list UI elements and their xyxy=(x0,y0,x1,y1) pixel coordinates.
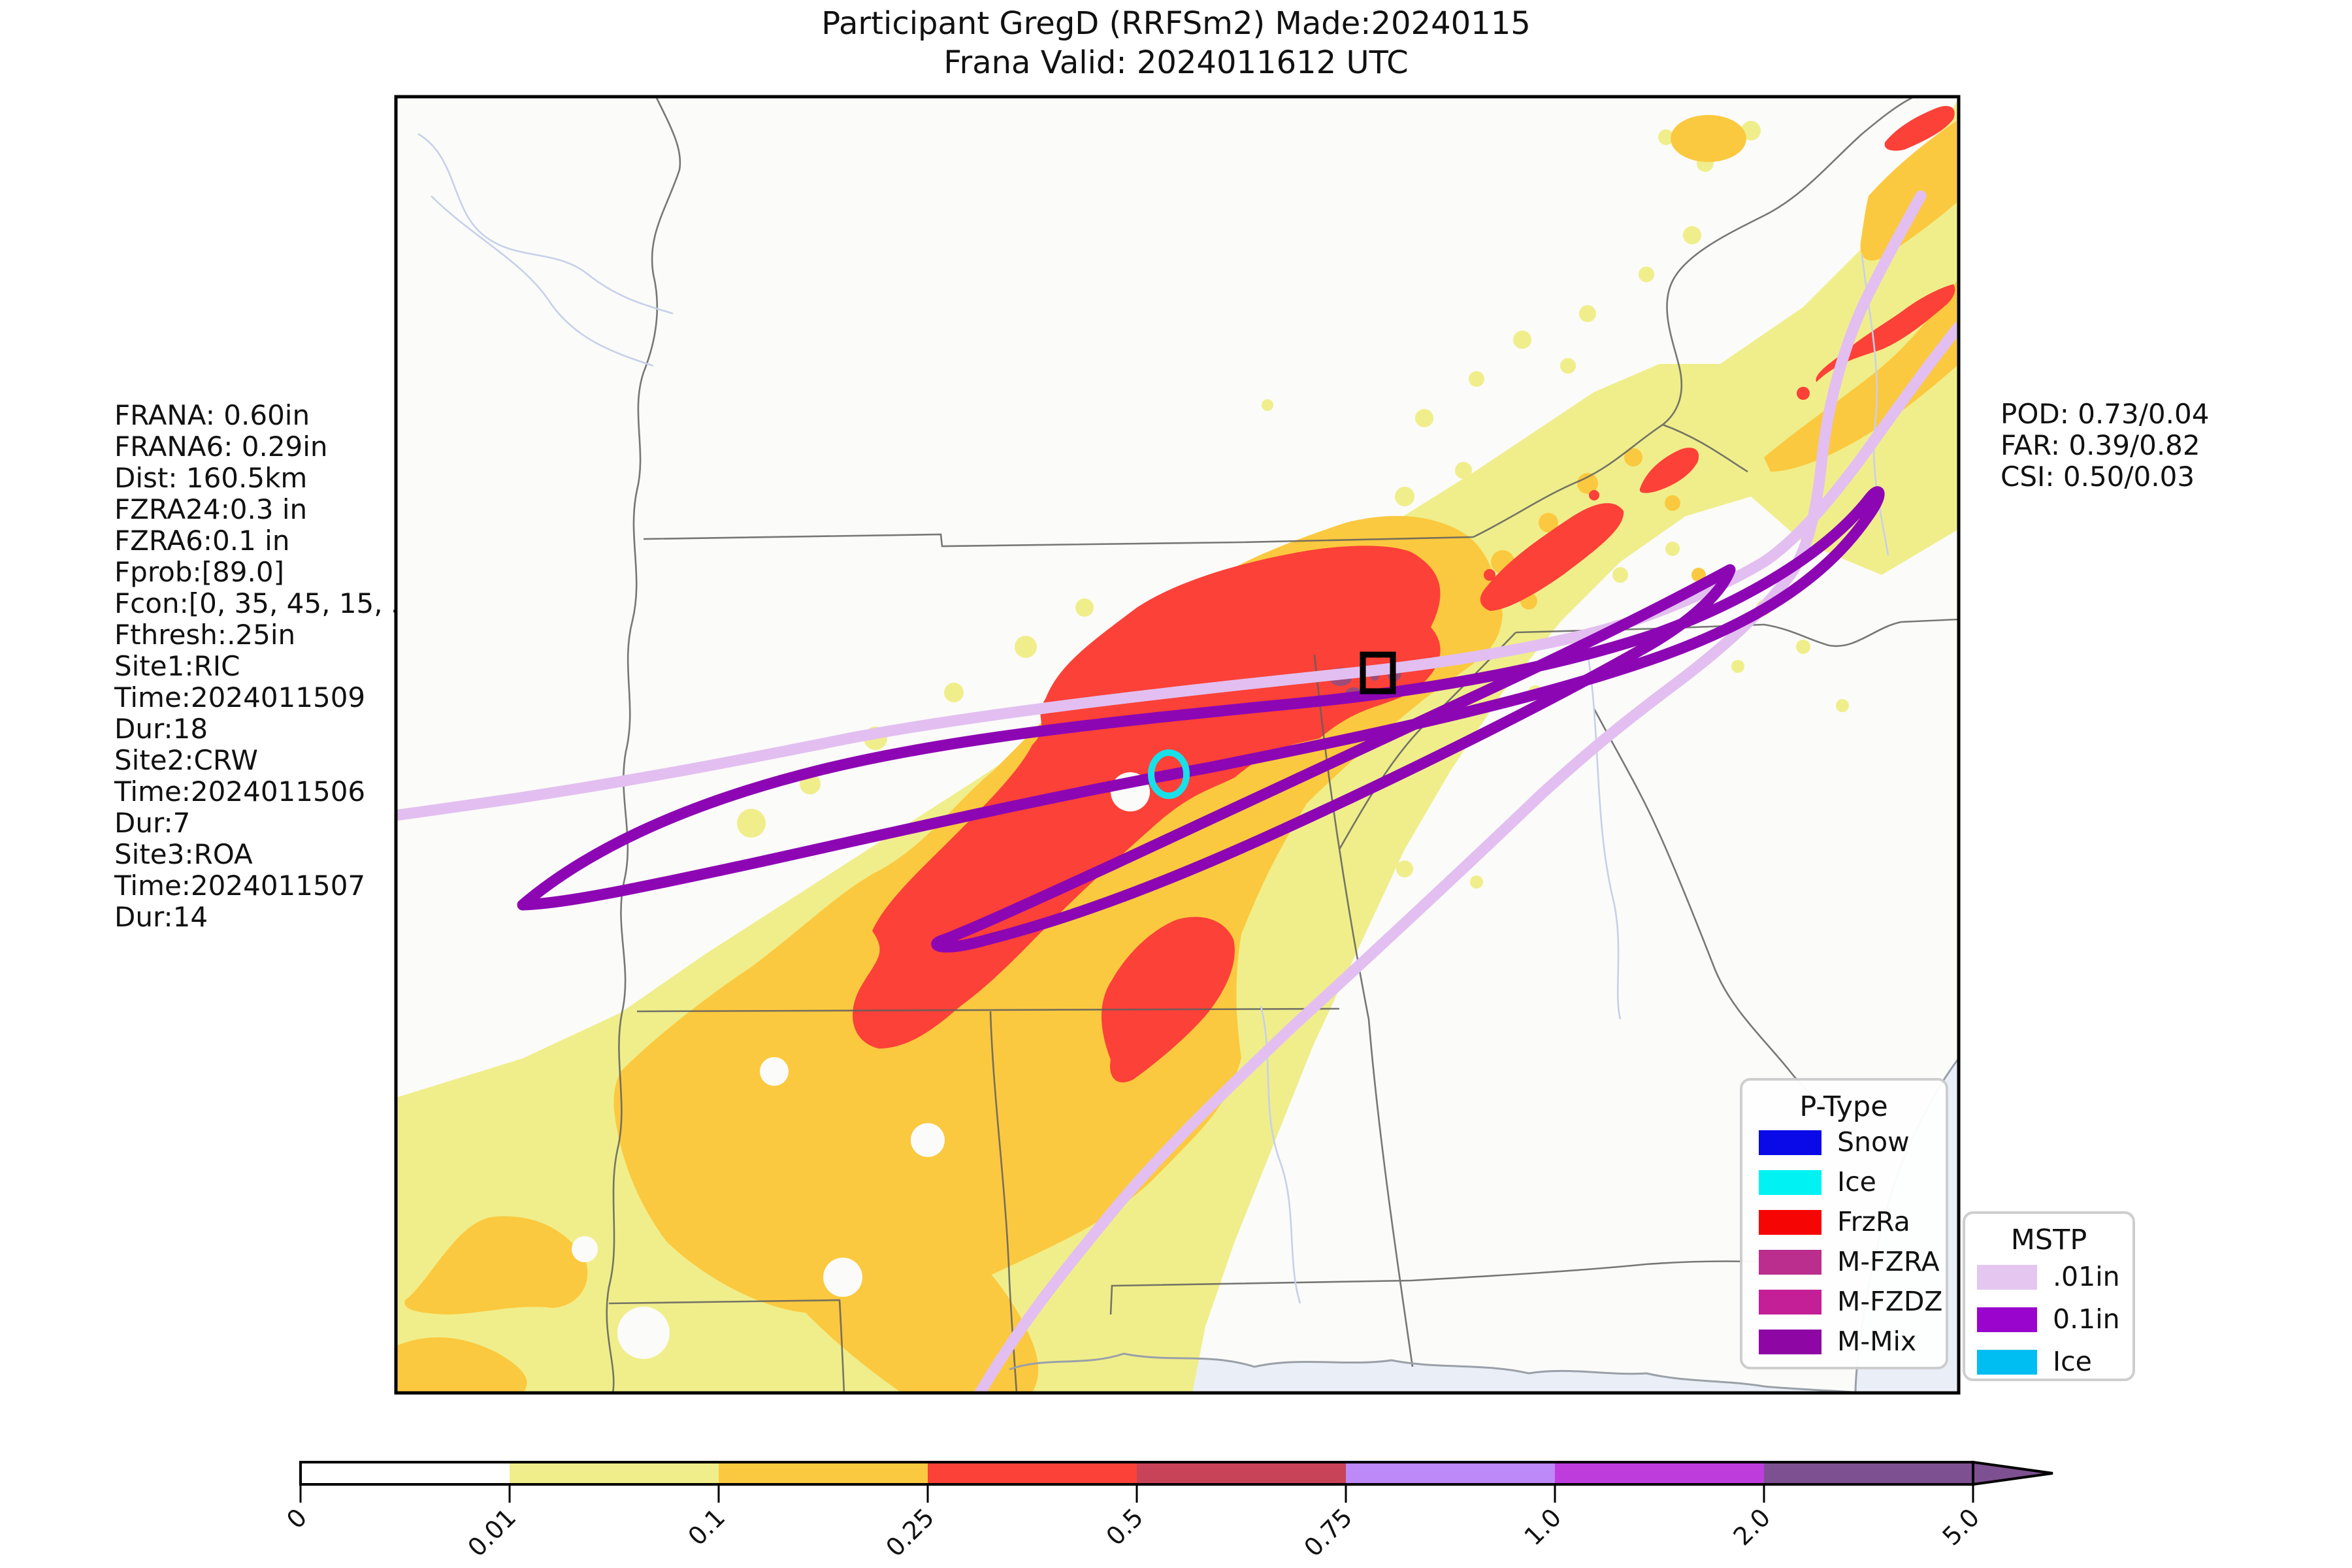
legend-swatch-mfzra xyxy=(1759,1250,1821,1275)
legend-ptype-title: P-Type xyxy=(1799,1090,1887,1123)
colorbar-tick-label: 2.0 xyxy=(1728,1503,1776,1551)
map-canvas xyxy=(394,95,1961,1395)
legend-mstp-title: MSTP xyxy=(2011,1224,2087,1256)
stat-line: Time:2024011507 xyxy=(114,870,365,902)
legend-swatch-mmix xyxy=(1759,1330,1821,1354)
legend-ptype: P-Type Snow Ice FrzRa M-FZRA M-FZDZ M-Mi… xyxy=(1740,1078,1948,1369)
ice-observation-marker xyxy=(1148,749,1190,799)
colorbar-seg-6 xyxy=(1555,1462,1764,1484)
legend-label-mfzdz: M-FZDZ xyxy=(1837,1286,1943,1317)
colorbar-ticks xyxy=(299,1484,1974,1503)
stat-line: Time:2024011509 xyxy=(114,681,365,713)
stat-line: FZRA24:0.3 in xyxy=(114,493,307,525)
colorbar-seg-3 xyxy=(928,1462,1137,1484)
legend-swatch-mstp-ice xyxy=(1977,1350,2037,1375)
stat-line: FRANA6: 0.29in xyxy=(114,431,328,463)
stat-line: Fthresh:.25in xyxy=(114,619,295,651)
colorbar-seg-4 xyxy=(1137,1462,1346,1484)
colorbar-tick-label: 1.0 xyxy=(1519,1503,1567,1551)
legend-label-mfzra: M-FZRA xyxy=(1837,1246,1940,1277)
legend-label-mstp-01in: .01in xyxy=(2053,1261,2120,1292)
legend-swatch-mstp-01in xyxy=(1977,1265,2037,1290)
map-frame xyxy=(394,95,1961,1395)
colorbar-seg-2 xyxy=(719,1462,928,1484)
stat-line: FZRA6:0.1 in xyxy=(114,525,289,557)
legend-swatch-frzra xyxy=(1759,1210,1821,1235)
score-pod: POD: 0.73/0.04 xyxy=(2001,398,2209,430)
stat-line: Fcon:[0, 35, 45, 15, 5] xyxy=(114,587,419,619)
colorbar-seg-7 xyxy=(1764,1462,1973,1484)
legend-label-mmix: M-Mix xyxy=(1837,1326,1916,1357)
colorbar-tick-label: 0.75 xyxy=(1298,1503,1358,1562)
stat-line: Fprob:[89.0] xyxy=(114,556,284,588)
legend-swatch-mfzdz xyxy=(1759,1290,1821,1315)
colorbar-tick-label: 0.01 xyxy=(462,1503,521,1562)
stat-line: Site1:RIC xyxy=(114,650,240,682)
legend-label-frzra: FrzRa xyxy=(1837,1206,1910,1237)
colorbar-tick-label: 0 xyxy=(281,1503,312,1534)
stat-line: Dur:14 xyxy=(114,901,208,933)
stat-line: Site3:ROA xyxy=(114,838,253,870)
stat-line: Dur:7 xyxy=(114,807,190,839)
legend-label-mstp-ice: Ice xyxy=(2053,1346,2092,1377)
legend-swatch-mstp-1in xyxy=(1977,1307,2037,1332)
colorbar-tick-label: 0.25 xyxy=(880,1503,939,1562)
colorbar-tick-label: 5.0 xyxy=(1937,1503,1985,1551)
colorbar: 0 0.01 0.1 0.25 0.5 0.75 1.0 2.0 5.0 xyxy=(281,1460,2053,1562)
legend-mstp-box xyxy=(1963,1211,2135,1381)
legend-label-snow: Snow xyxy=(1837,1126,1910,1158)
colorbar-tick-label: 0.5 xyxy=(1101,1503,1149,1551)
stat-line: Dur:18 xyxy=(114,713,208,745)
colorbar-seg-0 xyxy=(301,1462,510,1484)
stat-line: Site2:CRW xyxy=(114,744,258,776)
stat-line: FRANA: 0.60in xyxy=(114,399,310,431)
colorbar-seg-5 xyxy=(1346,1462,1555,1484)
site-square-marker xyxy=(1360,651,1396,694)
colorbar-seg-1 xyxy=(510,1462,719,1484)
legend-mstp: MSTP .01in 0.1in Ice xyxy=(1963,1211,2135,1381)
stat-line: Time:2024011506 xyxy=(114,776,365,808)
legend-swatch-ice xyxy=(1759,1170,1821,1195)
mstp-01in-heavy-contours xyxy=(517,486,1885,953)
mstp-01in-contours xyxy=(396,190,1959,1393)
right-scores-panel: POD: 0.73/0.04 FAR: 0.39/0.82 CSI: 0.50/… xyxy=(2001,398,2209,493)
colorbar-tick-label: 0.1 xyxy=(683,1503,731,1551)
legend-label-mstp-1in: 0.1in xyxy=(2053,1303,2120,1335)
figure-title-line2: Frana Valid: 2024011612 UTC xyxy=(943,44,1408,81)
left-stats-panel: FRANA: 0.60in FRANA6: 0.29in Dist: 160.5… xyxy=(114,399,419,933)
score-far: FAR: 0.39/0.82 xyxy=(2001,429,2200,461)
colorbar-extend-arrow xyxy=(1972,1460,2053,1486)
figure-title-line1: Participant GregD (RRFSm2) Made:20240115 xyxy=(821,5,1531,42)
precip-holes xyxy=(572,772,1150,1359)
stat-line: Dist: 160.5km xyxy=(114,462,307,494)
legend-label-ice: Ice xyxy=(1837,1166,1876,1198)
legend-swatch-snow xyxy=(1759,1130,1821,1155)
score-csi: CSI: 0.50/0.03 xyxy=(2001,461,2195,493)
